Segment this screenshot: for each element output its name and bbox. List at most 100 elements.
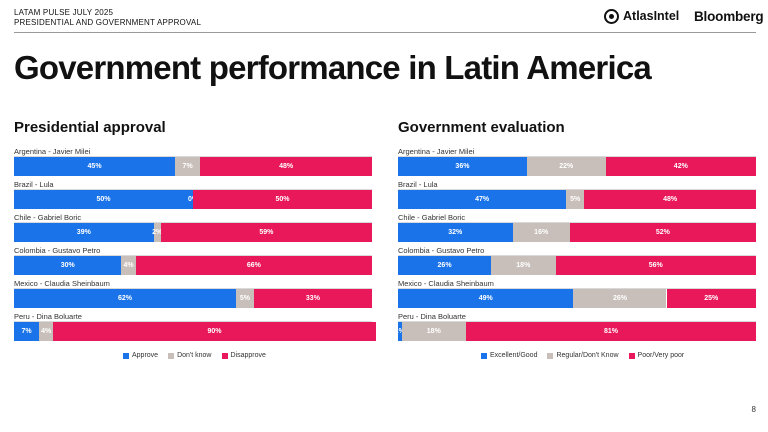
category-label: Brazil - Lula bbox=[14, 180, 54, 189]
row-divider bbox=[14, 321, 372, 322]
bar-segment: 47% bbox=[398, 190, 567, 209]
bar-segment: 45% bbox=[14, 157, 176, 176]
category-label: Mexico - Claudia Sheinbaum bbox=[14, 279, 110, 288]
bar-segment: 5% bbox=[566, 190, 585, 209]
category-label: Peru - Dina Boluarte bbox=[398, 312, 466, 321]
legend-label: Don't know bbox=[177, 352, 212, 359]
bar-segment: 2% bbox=[152, 223, 163, 242]
data-label: 32% bbox=[448, 229, 463, 236]
data-label: 48% bbox=[279, 163, 294, 170]
data-label: 90% bbox=[207, 328, 222, 335]
data-label: 62% bbox=[117, 295, 132, 302]
bar-segment: 7% bbox=[14, 322, 40, 341]
bar-segment: 49% bbox=[398, 289, 574, 308]
chart-title-presidential-approval: Presidential approval bbox=[14, 119, 166, 136]
data-label: 7% bbox=[182, 163, 193, 170]
bar-segment: 59% bbox=[160, 223, 372, 242]
bar-segment: 62% bbox=[14, 289, 236, 308]
data-label: 45% bbox=[87, 163, 102, 170]
category-label: Chile - Gabriel Boric bbox=[398, 213, 466, 222]
data-label: 22% bbox=[559, 163, 574, 170]
data-label: 5% bbox=[570, 196, 581, 203]
data-label: 26% bbox=[612, 295, 627, 302]
bar-segment: 1% bbox=[394, 322, 405, 341]
category-label: Mexico - Claudia Sheinbaum bbox=[398, 279, 494, 288]
bar-segment: 52% bbox=[569, 223, 756, 242]
bar-segment: 36% bbox=[398, 157, 527, 176]
data-label: 25% bbox=[704, 295, 719, 302]
header-divider bbox=[14, 32, 756, 33]
presidential-approval-legend: Approve Don't know Disapprove bbox=[123, 352, 276, 359]
bloomberg-wordmark: Bloomberg bbox=[694, 8, 764, 24]
row-divider bbox=[14, 288, 372, 289]
legend-item: Excellent/Good bbox=[481, 352, 537, 359]
row-divider bbox=[398, 255, 756, 256]
bar-segment: 26% bbox=[573, 289, 667, 308]
legend-label: Regular/Don't Know bbox=[556, 352, 619, 359]
data-label: 52% bbox=[655, 229, 670, 236]
legend-item: Approve bbox=[123, 352, 158, 359]
data-label: 18% bbox=[426, 328, 441, 335]
legend-label: Poor/Very poor bbox=[637, 352, 685, 359]
row-divider bbox=[398, 189, 756, 190]
bar-segment: 7% bbox=[175, 157, 201, 176]
bar-segment: 48% bbox=[200, 157, 372, 176]
bar-segment: 30% bbox=[14, 256, 122, 275]
bar-segment: 50% bbox=[193, 190, 372, 209]
bar-segment: 32% bbox=[398, 223, 513, 242]
data-label: 30% bbox=[60, 262, 75, 269]
page-number: 8 bbox=[751, 405, 756, 414]
bar-segment: 4% bbox=[121, 256, 136, 275]
bar-segment: 56% bbox=[555, 256, 756, 275]
data-label: 50% bbox=[275, 196, 290, 203]
data-label: 48% bbox=[663, 196, 678, 203]
legend-label: Approve bbox=[132, 352, 159, 359]
category-label: Colombia - Gustavo Petro bbox=[14, 246, 101, 255]
bar-segment: 18% bbox=[401, 322, 467, 341]
legend-swatch bbox=[628, 352, 635, 359]
row-divider bbox=[14, 222, 372, 223]
atlasintel-brand: AtlasIntel bbox=[604, 7, 679, 25]
category-label: Brazil - Lula bbox=[398, 180, 438, 189]
category-label: Chile - Gabriel Boric bbox=[14, 213, 82, 222]
row-divider bbox=[14, 156, 372, 157]
atlasintel-logo-icon bbox=[604, 8, 619, 24]
bar-segment: 42% bbox=[605, 157, 756, 176]
data-label: 4% bbox=[123, 262, 134, 269]
legend-swatch bbox=[481, 352, 487, 359]
category-label: Colombia - Gustavo Petro bbox=[398, 246, 485, 255]
category-label: Argentina - Javier Milei bbox=[398, 147, 475, 156]
data-label: 36% bbox=[455, 163, 470, 170]
data-label: 33% bbox=[305, 295, 320, 302]
data-label: 26% bbox=[437, 262, 452, 269]
data-label: 2% bbox=[152, 229, 163, 236]
data-label: 50% bbox=[96, 196, 111, 203]
bar-segment: 4% bbox=[39, 322, 54, 341]
data-label: 16% bbox=[534, 229, 549, 236]
bar-segment: 81% bbox=[466, 322, 756, 341]
bar-segment: 18% bbox=[491, 256, 556, 275]
bar-segment: 25% bbox=[666, 289, 756, 308]
legend-swatch bbox=[123, 352, 129, 359]
legend-item: Don't know bbox=[168, 352, 212, 359]
data-label: 49% bbox=[478, 295, 493, 302]
bar-segment: 48% bbox=[584, 190, 756, 209]
data-label: 39% bbox=[76, 229, 91, 236]
category-label: Peru - Dina Boluarte bbox=[14, 312, 82, 321]
report-section: PRESIDENTIAL AND GOVERNMENT APPROVAL bbox=[14, 18, 202, 27]
data-label: 1% bbox=[394, 328, 405, 335]
chart-title-government-evaluation: Government evaluation bbox=[398, 119, 565, 136]
legend-label: Excellent/Good bbox=[490, 352, 538, 359]
data-label: 47% bbox=[475, 196, 490, 203]
data-label: 4% bbox=[41, 328, 52, 335]
bar-segment: 5% bbox=[235, 289, 254, 308]
bar-segment: 26% bbox=[398, 256, 492, 275]
atlasintel-wordmark: AtlasIntel bbox=[623, 9, 680, 23]
bar-segment: 50% bbox=[14, 190, 193, 209]
row-divider bbox=[398, 222, 756, 223]
data-label: 5% bbox=[239, 295, 250, 302]
government-evaluation-legend: Excellent/Good Regular/Don't Know Poor/Ver… bbox=[481, 352, 694, 359]
bar-segment: 33% bbox=[253, 289, 372, 308]
data-label: 59% bbox=[259, 229, 274, 236]
category-label: Argentina - Javier Milei bbox=[14, 147, 91, 156]
